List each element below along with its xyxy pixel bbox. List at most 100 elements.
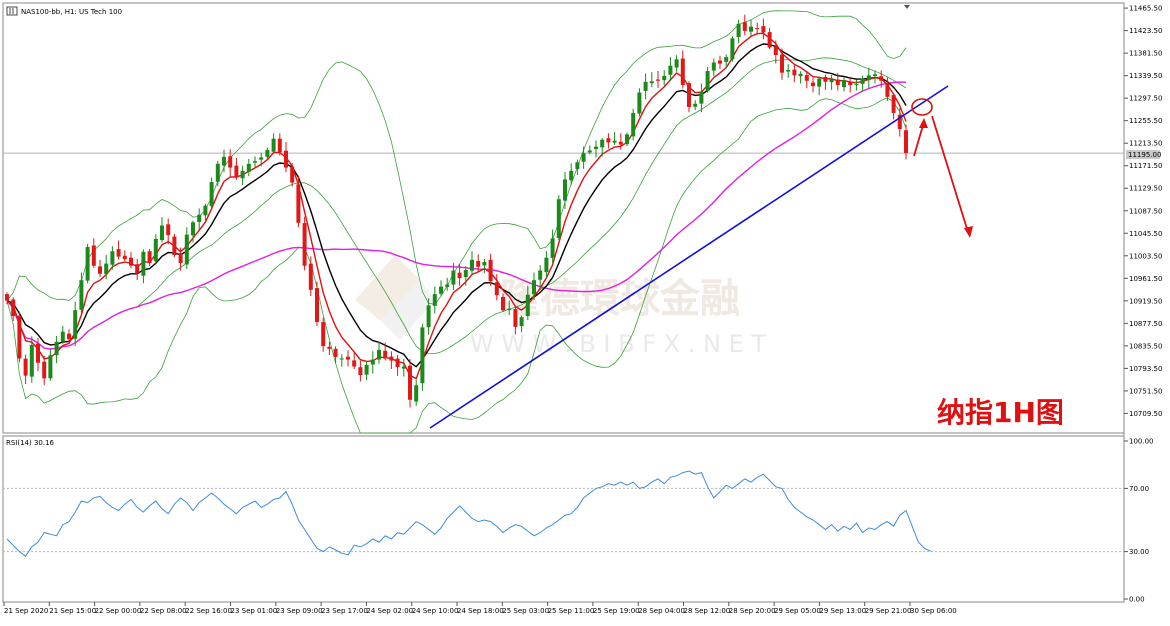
candle [60,325,65,344]
candle [308,256,313,297]
candle-body [575,162,580,169]
candle [829,74,834,90]
candle-body [377,349,381,360]
candle [364,361,369,381]
rsi-tick-label: 100.00 [1129,438,1154,446]
candle [482,258,487,273]
candle [705,66,710,93]
candle [749,20,753,36]
candle-body [804,75,809,81]
candle-body [395,358,400,368]
x-tick-label: 22 Sep 00:00 [95,607,142,615]
candle-body [674,59,679,68]
period-marker [904,5,910,9]
bollinger-upper [6,10,907,305]
candle [600,137,605,157]
rsi-tick-label: 0.00 [1129,596,1145,604]
x-tick-label: 25 Sep 03:00 [502,607,549,615]
candle [451,262,456,291]
candle [581,146,586,169]
candle-body [234,165,239,178]
candle-body [904,130,908,154]
candle-body [649,81,654,84]
watermark-url: W W W . B I B F X . N E T [470,330,766,358]
trendline [429,85,949,429]
candle-body [209,182,214,207]
candle-body [538,270,543,280]
candle [346,350,350,367]
candle [767,28,772,50]
chart-icon [6,6,18,16]
y-tick-label: 11045.50 [1129,230,1162,238]
candle [17,311,22,363]
candle [29,336,34,383]
candle [680,50,685,89]
candle-body [48,355,53,379]
y-tick-label: 11003.50 [1129,252,1162,260]
candle [761,18,766,40]
candle [649,72,654,88]
x-tick-label: 29 Sep 13:00 [819,607,866,615]
candle [48,349,53,381]
annotation-arrowhead-up [919,118,928,128]
candle-body [525,294,530,317]
y-tick-label: 11171.50 [1129,162,1162,170]
candle [395,354,400,376]
candle [178,247,183,271]
candle [284,142,288,173]
candle [711,58,716,77]
bollinger-bands [6,10,907,434]
candle-body [556,199,561,239]
y-tick-label: 11297.50 [1129,95,1162,103]
x-tick-label: 23 Sep 17:00 [321,607,368,615]
candle [432,286,437,314]
x-tick-label: 24 Sep 02:00 [366,607,413,615]
candle [618,133,623,150]
candle [904,124,908,160]
candle-body [172,236,177,255]
candle-body [494,282,499,296]
candle-body [879,76,884,81]
candle-body [445,284,450,287]
candle-body [656,79,660,81]
x-tick-label: 28 Sep 12:00 [684,607,731,615]
candle [333,346,338,363]
candle [470,251,474,276]
candle [532,272,536,301]
ma-slow-line [6,81,907,350]
candle-body [842,80,846,88]
candle [897,108,902,137]
candle [637,88,642,117]
candle-body [129,257,133,266]
candle-body [451,270,456,285]
candle-body [370,359,375,365]
candle-body [253,161,257,163]
candle-body [414,385,419,402]
candle [54,335,59,364]
candle [594,140,598,158]
candle [550,229,555,263]
candle-body [29,345,34,377]
candle [631,108,636,141]
candle [240,165,245,185]
candle [191,220,195,243]
candle-body [160,225,164,241]
annotation-label: 纳指1H图 [937,396,1064,429]
candle-body [569,170,574,181]
candle [668,57,673,81]
candle [476,254,481,273]
candle-body [718,60,722,64]
candle [699,83,704,113]
candle-body [600,139,605,148]
candle-body [439,286,443,294]
candle-body [203,205,208,216]
y-tick-label: 11087.50 [1129,207,1162,215]
candle-body [215,163,220,182]
candle-body [885,82,890,97]
candle-body [457,272,462,279]
candle [79,272,84,317]
candle-body [184,234,189,265]
candle [693,100,698,111]
candle-body [284,150,288,168]
